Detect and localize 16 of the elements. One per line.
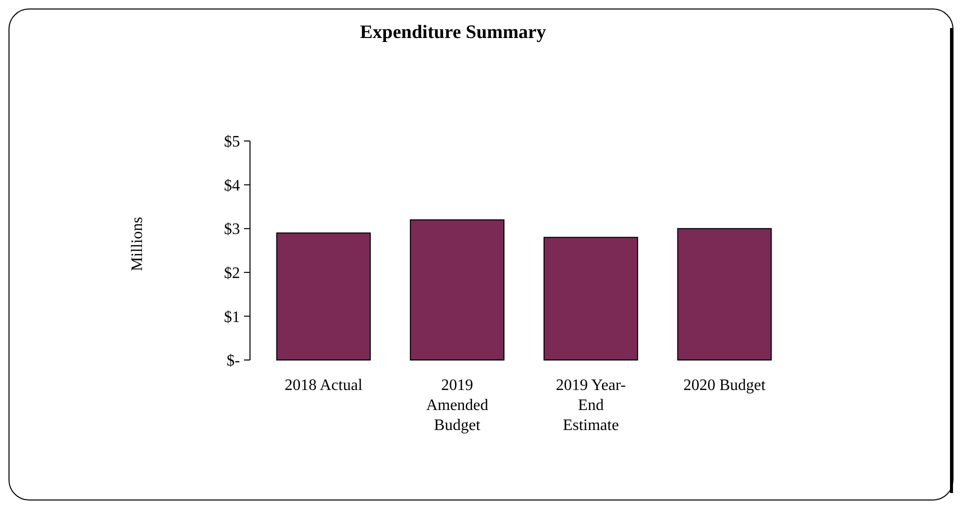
- chart-title: Expenditure Summary: [360, 22, 546, 43]
- y-tick-label: $3: [224, 221, 240, 238]
- y-tick-label: $1: [224, 308, 240, 326]
- x-tick-label: 2018 Actual: [284, 377, 363, 394]
- y-tick-label: $5: [224, 134, 240, 151]
- bar: [677, 228, 772, 360]
- y-tick-label: $-: [226, 352, 240, 370]
- y-tick-label: $2: [224, 265, 240, 282]
- y-tick-label: $4: [224, 177, 240, 194]
- x-tick-label: 2019 Year-End Estimate: [556, 377, 626, 434]
- x-tick-label: 2019 Amended Budget: [426, 377, 488, 434]
- bar: [544, 236, 638, 360]
- x-tick-label: 2020 Budget: [683, 377, 766, 394]
- bar: [276, 232, 371, 360]
- bar: [410, 219, 504, 360]
- y-axis-title: Millions: [129, 216, 146, 272]
